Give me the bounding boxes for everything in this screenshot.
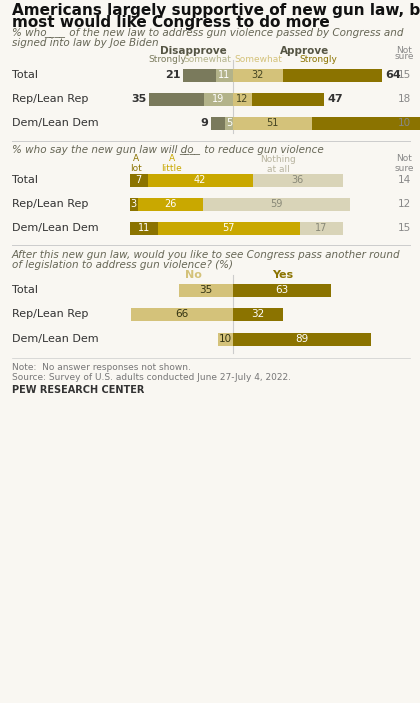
Text: 66: 66 (175, 309, 189, 319)
Text: 7: 7 (136, 175, 142, 185)
Text: Rep/Lean Rep: Rep/Lean Rep (12, 309, 88, 319)
Bar (252, 93, 325, 105)
Text: 42: 42 (194, 175, 206, 185)
Text: Strongly: Strongly (299, 55, 337, 64)
Text: 14: 14 (397, 175, 411, 185)
Text: Note:  No answer responses not shown.: Note: No answer responses not shown. (12, 363, 191, 372)
Text: A
lot: A lot (130, 154, 142, 174)
Text: Rep/Lean Rep: Rep/Lean Rep (12, 94, 88, 104)
Text: 18: 18 (397, 94, 411, 104)
Bar (137, 198, 202, 210)
Text: 47: 47 (328, 94, 343, 104)
Bar (218, 333, 233, 345)
Text: 57: 57 (223, 223, 235, 233)
Text: No: No (184, 270, 202, 280)
Text: Strongly: Strongly (148, 55, 186, 64)
Text: 10: 10 (219, 334, 232, 344)
Text: 11: 11 (218, 70, 231, 80)
Bar (233, 93, 252, 105)
Text: Total: Total (12, 175, 38, 185)
Bar (130, 174, 147, 186)
Text: 5: 5 (226, 118, 232, 128)
Text: 9: 9 (200, 118, 208, 128)
Text: 32: 32 (252, 70, 264, 80)
Text: Not: Not (396, 46, 412, 55)
Text: Dem/Lean Dem: Dem/Lean Dem (12, 334, 99, 344)
Text: A
little: A little (162, 154, 182, 174)
Text: 35: 35 (199, 285, 213, 295)
Bar (130, 221, 158, 235)
Text: Nothing
at all: Nothing at all (260, 155, 296, 174)
Text: % who say the new gun law will do: % who say the new gun law will do (12, 145, 197, 155)
Text: 63: 63 (275, 285, 289, 295)
Text: 15: 15 (397, 223, 411, 233)
Text: 12: 12 (236, 94, 249, 104)
Bar (149, 93, 204, 105)
Bar (216, 68, 233, 82)
Text: Americans largely supportive of new gun law, but: Americans largely supportive of new gun … (12, 3, 420, 18)
Text: Rep/Lean Rep: Rep/Lean Rep (12, 199, 88, 209)
Bar (233, 68, 283, 82)
Text: 51: 51 (266, 118, 279, 128)
Text: 12: 12 (397, 199, 411, 209)
Text: 64: 64 (385, 70, 401, 80)
Bar (233, 117, 312, 129)
Bar (130, 198, 137, 210)
Text: most would like Congress to do more: most would like Congress to do more (12, 15, 330, 30)
Text: Not
sure: Not sure (394, 154, 414, 174)
Text: Total: Total (12, 285, 38, 295)
Text: 15: 15 (397, 70, 411, 80)
Text: of the new law to address gun violence passed by Congress and: of the new law to address gun violence p… (66, 28, 404, 38)
Bar (131, 307, 233, 321)
Text: 3: 3 (131, 199, 137, 209)
Bar (300, 221, 342, 235)
Text: 21: 21 (165, 70, 181, 80)
Text: 59: 59 (270, 199, 282, 209)
Bar (233, 307, 283, 321)
Text: 10: 10 (397, 118, 411, 128)
Bar (283, 68, 382, 82)
Text: After this new gun law, would you like to see Congress pass another round: After this new gun law, would you like t… (12, 250, 401, 260)
Text: Somewhat: Somewhat (183, 55, 231, 64)
Text: 26: 26 (164, 199, 176, 209)
Text: 17: 17 (315, 223, 328, 233)
Text: Disapprove: Disapprove (160, 46, 226, 56)
Bar (211, 117, 225, 129)
Text: 35: 35 (131, 94, 146, 104)
Text: Dem/Lean Dem: Dem/Lean Dem (12, 118, 99, 128)
Bar (204, 93, 233, 105)
Text: of legislation to address gun violence? (%): of legislation to address gun violence? … (12, 260, 233, 270)
Bar (225, 117, 233, 129)
Text: 32: 32 (251, 309, 265, 319)
Text: Total: Total (12, 70, 38, 80)
Text: 89: 89 (295, 334, 309, 344)
Bar (158, 221, 300, 235)
Text: 36: 36 (291, 175, 304, 185)
Text: Yes: Yes (273, 270, 294, 280)
Text: Dem/Lean Dem: Dem/Lean Dem (12, 223, 99, 233)
Text: ____: ____ (44, 28, 65, 38)
Text: Source: Survey of U.S. adults conducted June 27-July 4, 2022.: Source: Survey of U.S. adults conducted … (12, 373, 291, 382)
Text: Approve: Approve (281, 46, 330, 56)
Bar (252, 174, 342, 186)
Bar (147, 174, 252, 186)
Text: 19: 19 (212, 94, 224, 104)
Text: signed into law by Joe Biden: signed into law by Joe Biden (12, 38, 159, 48)
Bar (312, 117, 420, 129)
Text: PEW RESEARCH CENTER: PEW RESEARCH CENTER (12, 385, 144, 395)
Text: to reduce gun violence: to reduce gun violence (201, 145, 324, 155)
Bar (179, 283, 233, 297)
Bar (233, 333, 371, 345)
Text: sure: sure (394, 52, 414, 61)
Bar (233, 283, 331, 297)
Text: Somewhat: Somewhat (234, 55, 282, 64)
Bar (202, 198, 350, 210)
Bar (184, 68, 216, 82)
Text: 11: 11 (138, 223, 150, 233)
Text: % who: % who (12, 28, 50, 38)
Text: ____: ____ (179, 145, 200, 155)
